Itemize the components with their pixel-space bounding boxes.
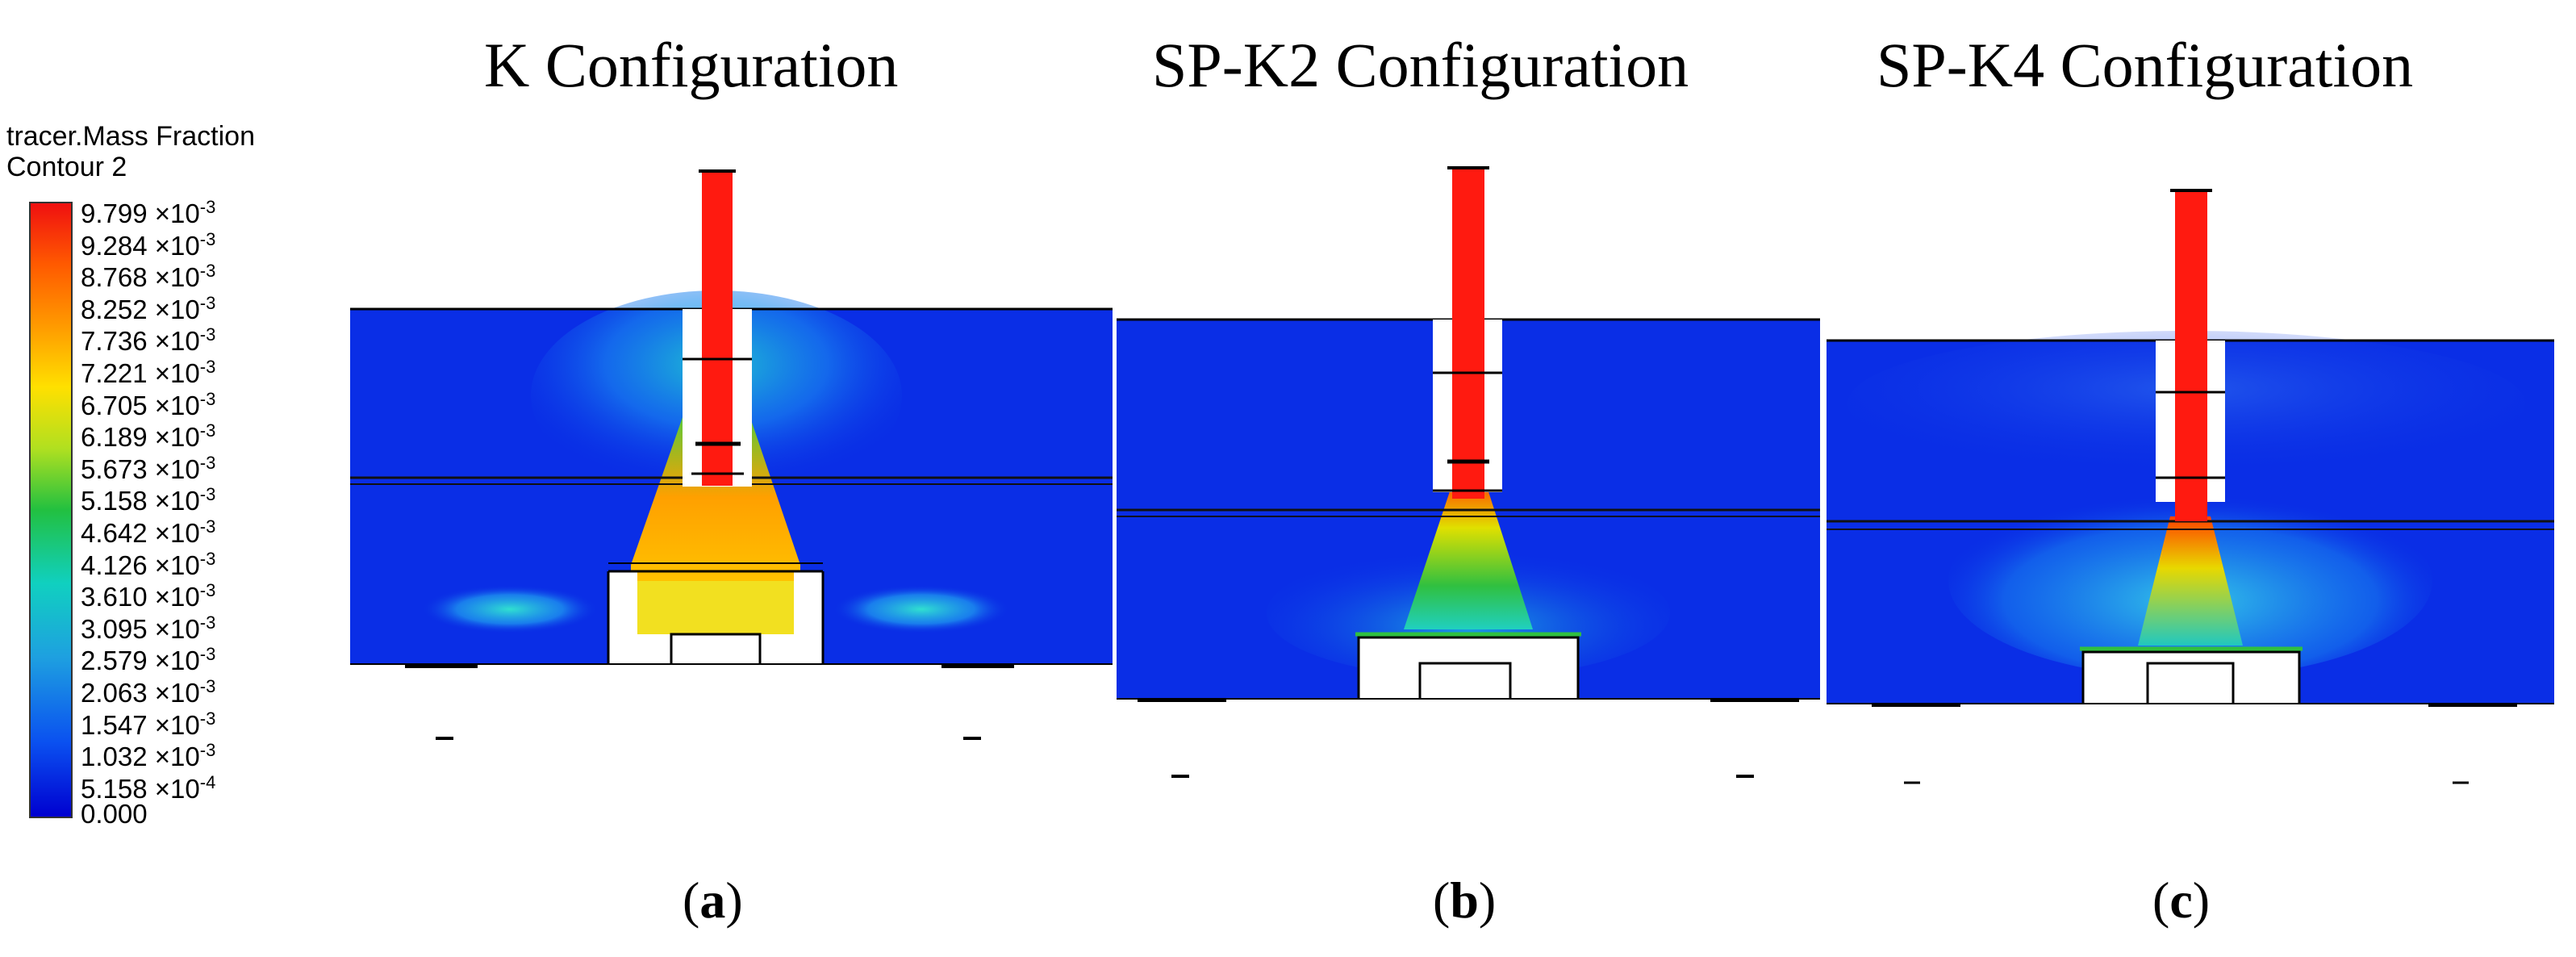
panel-b-label: (b) (1433, 871, 1497, 929)
color-bar-tick-label: 0.000 (81, 799, 148, 830)
color-bar-tick-label: 4.126 ×10-3 (81, 548, 216, 580)
color-bar-tick-label: 9.799 ×10-3 (81, 197, 216, 228)
panel-c-contour (1827, 189, 2554, 784)
color-bar-tick-label: 8.252 ×10-3 (81, 292, 216, 324)
panel-b-contour (1117, 166, 1820, 778)
color-bar-tick-label: 9.284 ×10-3 (81, 228, 216, 261)
color-bar-tick-label: 7.736 ×10-3 (81, 324, 216, 357)
color-bar-tick-label: 3.095 ×10-3 (81, 612, 216, 644)
legend-title-line1: tracer.Mass Fraction (6, 121, 255, 152)
color-bar-tick-label: 7.221 ×10-3 (81, 357, 216, 388)
panel-c-label: (c) (2152, 871, 2211, 929)
color-bar-tick-label: 4.642 ×10-3 (81, 516, 216, 548)
color-bar-tick-label: 1.032 ×10-3 (81, 740, 216, 772)
color-bar-tick-label: 1.547 ×10-3 (81, 708, 216, 740)
color-bar-tick-label: 5.158 ×10-4 (81, 771, 216, 804)
panel-c-title: SP-K4 Configuration (1877, 30, 2414, 100)
panel-a-title: K Configuration (484, 30, 899, 100)
color-bar-tick-label: 3.610 ×10-3 (81, 580, 216, 612)
panel-a-label: (a) (683, 871, 743, 929)
color-bar-tick-label: 8.768 ×10-3 (81, 261, 216, 293)
color-bar-tick-label: 2.063 ×10-3 (81, 676, 216, 708)
color-bar-tick-label: 5.158 ×10-3 (81, 484, 216, 516)
panel-b-title: SP-K2 Configuration (1152, 30, 1689, 100)
color-bar-tick-label: 6.189 ×10-3 (81, 420, 216, 453)
panel-a-contour (350, 169, 1113, 740)
color-bar (29, 202, 73, 818)
color-bar-tick-label: 5.673 ×10-3 (81, 452, 216, 484)
legend-title: tracer.Mass Fraction Contour 2 (6, 121, 255, 182)
legend-title-line2: Contour 2 (6, 152, 127, 182)
color-bar-tick-label: 6.705 ×10-3 (81, 388, 216, 420)
color-bar-tick-label: 2.579 ×10-3 (81, 644, 216, 676)
